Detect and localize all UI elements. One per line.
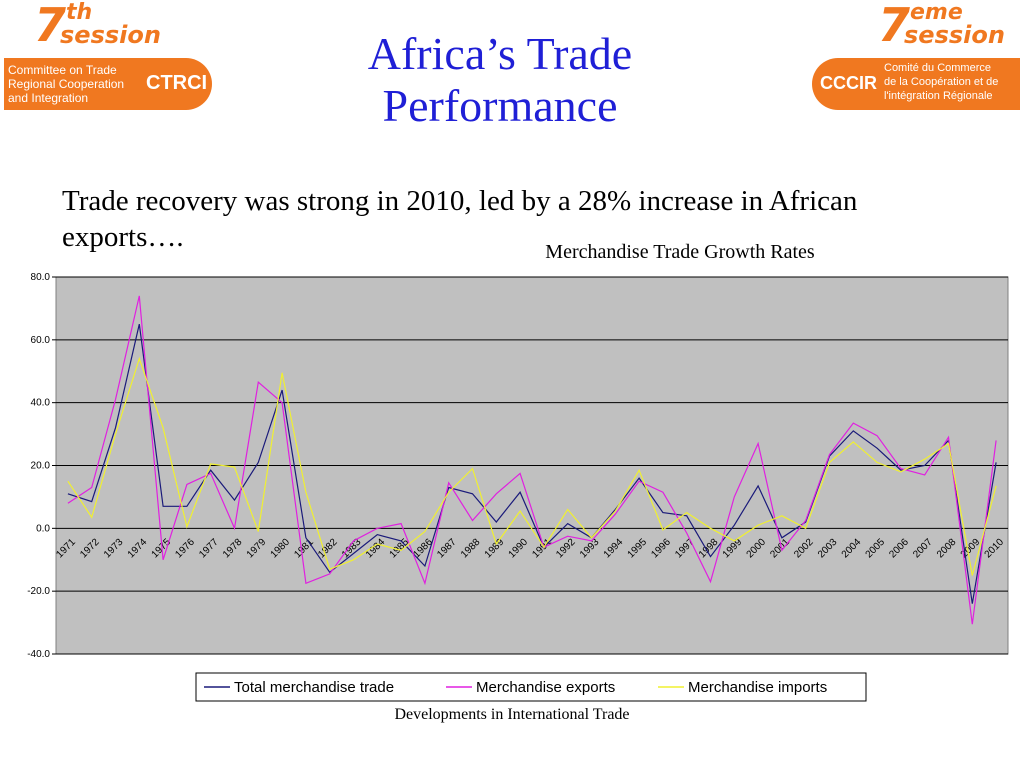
page-title: Africa’s Trade Performance [300,28,700,132]
legend-label-1: Total merchandise trade [234,679,394,696]
y-tick-label: -40.0 [27,649,50,660]
y-tick-label: 20.0 [31,461,51,472]
y-tick-label: 60.0 [31,335,51,346]
logo-text-line2: de la Coopération et de [884,76,999,88]
source-note: Developments in International Trade [394,706,630,723]
logo-acronym: CTRCI [146,72,208,94]
logo-session-number: 7 [34,0,67,52]
logo-text-line2: Regional Cooperation [8,77,125,91]
logo-session-number: 7 [878,0,911,52]
logo-banner: CCCIR Comité du Commerce de la Coopérati… [812,58,1020,110]
logo-banner: Committee on Trade Regional Cooperation … [4,58,212,110]
logo-text-line3: l'intégration Régionale [884,90,993,102]
logo-session-word: session [60,21,161,49]
legend-label-2: Merchandise exports [476,679,615,696]
page-title-line2: Performance [382,80,618,131]
logo-session-word: session [904,21,1005,49]
logo-text-line1: Comité du Commerce [884,62,991,74]
series-line-3 [67,356,997,576]
intro-text: Trade recovery was strong in 2010, led b… [62,185,858,253]
logo-text-line3: and Integration [8,91,89,105]
cccir-logo: 7 eme session CCCIR Comité du Commerce d… [808,0,1024,120]
series-line-1 [67,323,997,604]
logo-session-superscript: th [66,0,93,25]
page-title-line1: Africa’s Trade [367,28,633,79]
logo-session-superscript: eme [910,0,963,25]
y-tick-label: 40.0 [31,398,51,409]
logo-acronym: CCCIR [820,73,877,93]
logo-text-line1: Committee on Trade [8,63,117,77]
y-tick-label: 80.0 [31,272,51,283]
ctrci-logo: 7 th session Committee on Trade Regional… [4,0,216,120]
y-tick-label: -20.0 [27,586,50,597]
legend-box [195,672,867,702]
y-tick-label: 0.0 [36,523,50,534]
legend-label-3: Merchandise imports [688,679,827,696]
series-line-2 [67,295,997,625]
chart-title: Merchandise Trade Growth Rates [545,241,815,263]
